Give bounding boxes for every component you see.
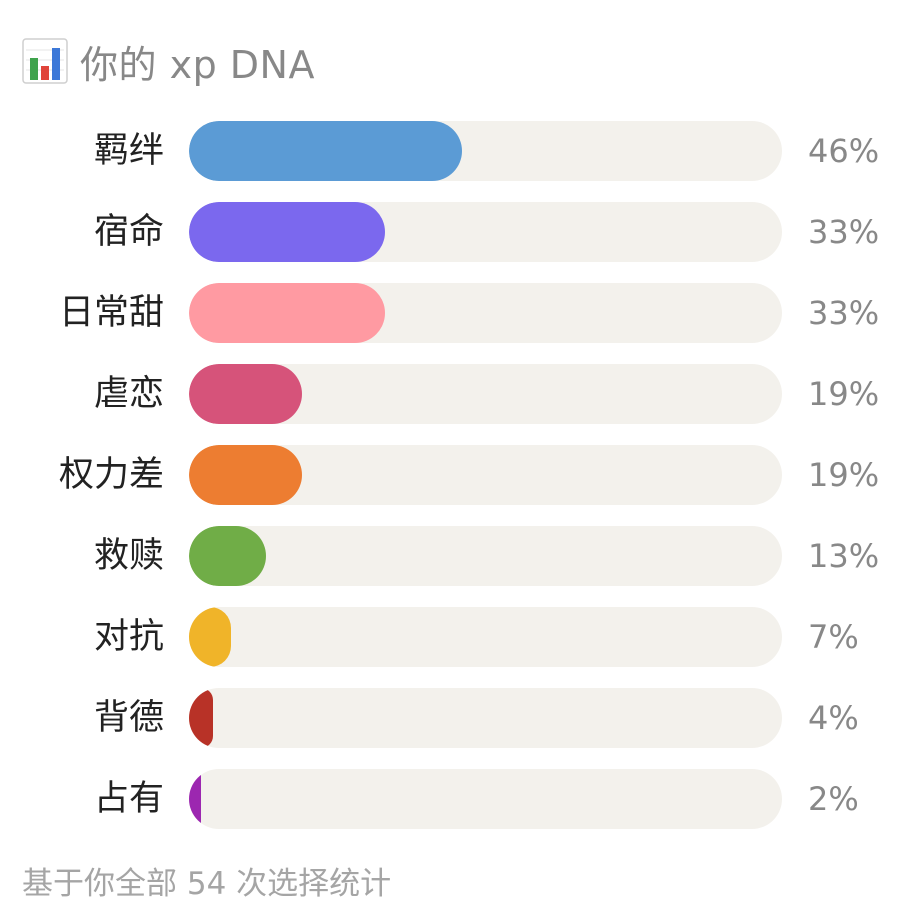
bar (189, 121, 462, 181)
bar-track (189, 283, 782, 343)
value-label: 2% (808, 780, 859, 818)
bar-chart-icon (22, 38, 68, 84)
page-title: 你的 xp DNA (80, 42, 315, 87)
bar-row: 虐恋 19% (0, 363, 920, 425)
bar (189, 202, 385, 262)
bar-row: 背德 4% (0, 687, 920, 749)
category-label: 宿命 (93, 212, 164, 252)
bar-row: 占有 2% (0, 768, 920, 830)
value-label: 19% (808, 375, 880, 413)
header: 你的 xp DNA (22, 36, 315, 87)
value-label: 7% (808, 618, 859, 656)
bar (189, 283, 385, 343)
bar-row: 羁绊 46% (0, 120, 920, 182)
bar-track (189, 769, 782, 829)
category-label: 救赎 (93, 536, 164, 576)
bar (189, 364, 302, 424)
category-label: 对抗 (93, 617, 164, 657)
value-label: 19% (808, 456, 880, 494)
bar-track (189, 121, 782, 181)
value-label: 13% (808, 537, 880, 575)
category-label: 占有 (93, 779, 164, 819)
value-label: 46% (808, 132, 880, 170)
value-label: 33% (808, 294, 880, 332)
bar-row: 日常甜 33% (0, 282, 920, 344)
bar-row: 宿命 33% (0, 201, 920, 263)
bar (189, 769, 201, 829)
bar-row: 权力差 19% (0, 444, 920, 506)
bar-row: 对抗 7% (0, 606, 920, 668)
footer-note: 基于你全部 54 次选择统计 (22, 866, 392, 902)
bar (189, 607, 231, 667)
bar-track (189, 445, 782, 505)
bar-track (189, 688, 782, 748)
bar-track (189, 364, 782, 424)
value-label: 33% (808, 213, 880, 251)
category-label: 背德 (93, 698, 164, 738)
category-label: 羁绊 (93, 131, 164, 171)
category-label: 日常甜 (58, 293, 164, 333)
category-label: 权力差 (58, 455, 164, 495)
bar (189, 526, 267, 586)
category-label: 虐恋 (93, 374, 164, 414)
bar-track (189, 526, 782, 586)
bar-row: 救赎 13% (0, 525, 920, 587)
bar (189, 688, 213, 748)
bar-track (189, 607, 782, 667)
value-label: 4% (808, 699, 859, 737)
bar (189, 445, 302, 505)
bar-track (189, 202, 782, 262)
